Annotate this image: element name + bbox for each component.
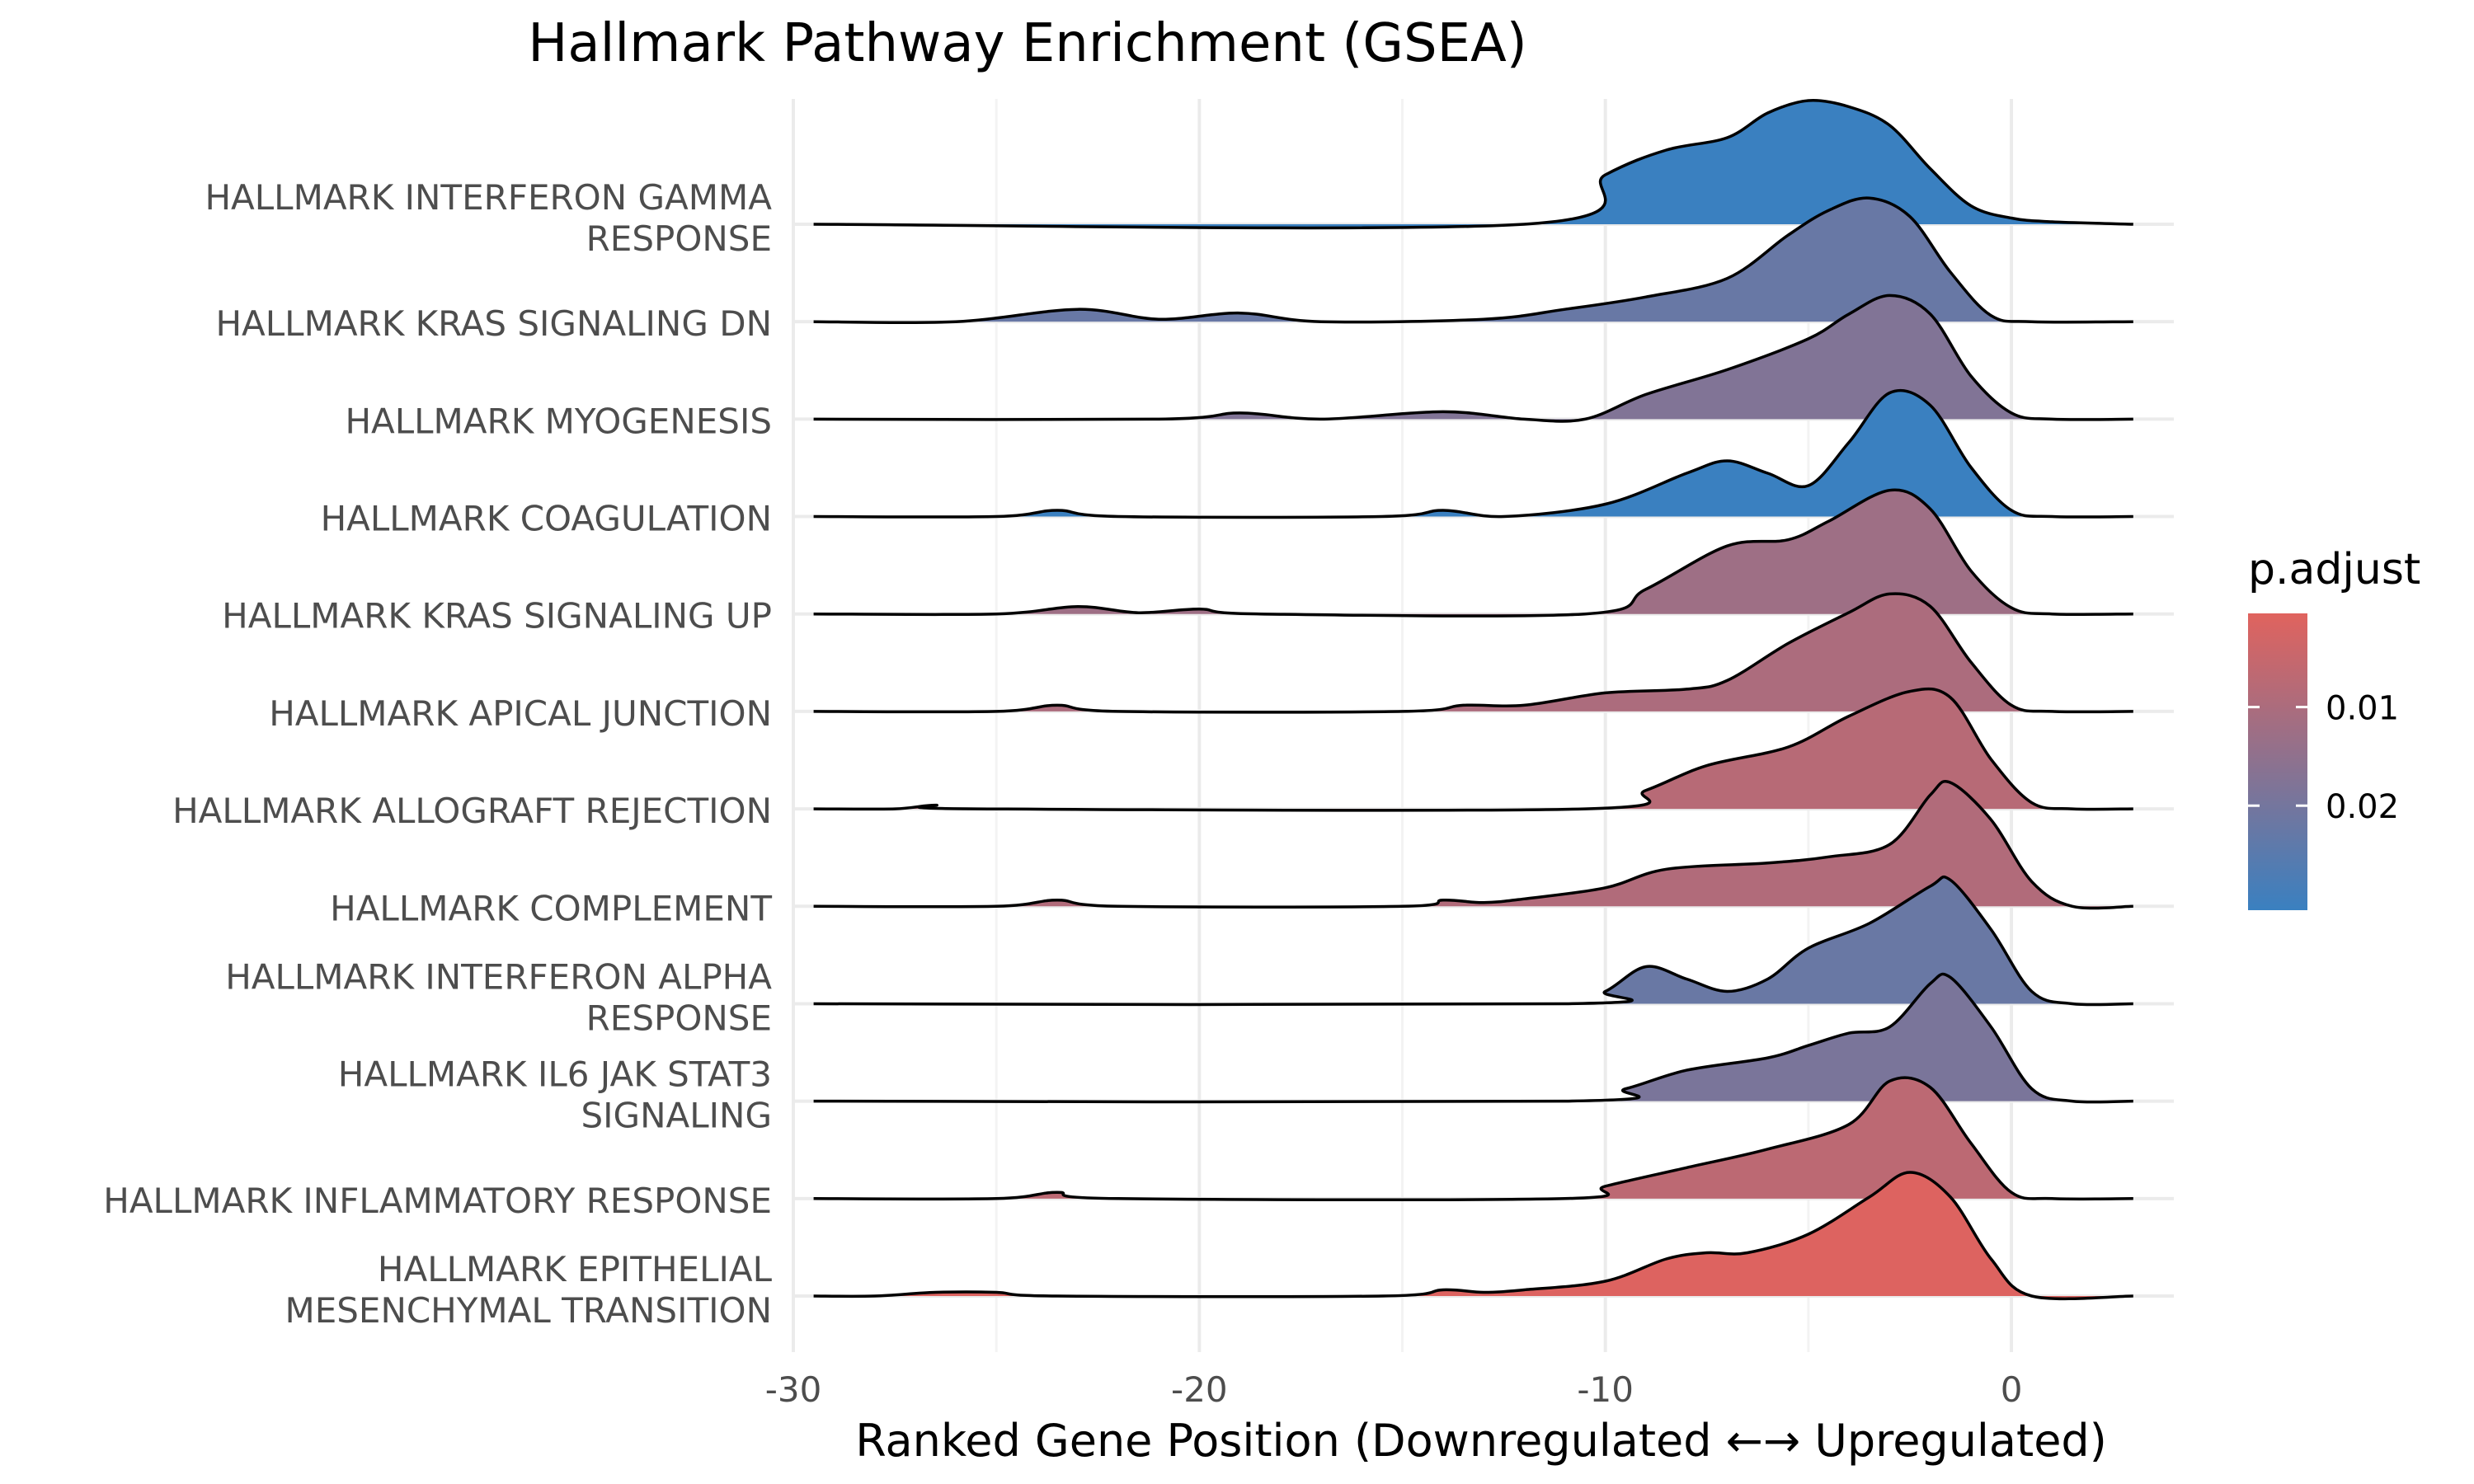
x-axis-title: Ranked Gene Position (Downregulated ←→ U… <box>855 1415 2107 1467</box>
y-axis-label: HALLMARK KRAS SIGNALING DN <box>215 303 772 344</box>
y-axis-label: SIGNALING <box>581 1096 773 1136</box>
y-axis-labels: HALLMARK INTERFERON GAMMARESPONSEHALLMAR… <box>103 177 772 1331</box>
x-tick-label: 0 <box>2001 1369 2023 1410</box>
ridge-outline <box>813 196 2133 325</box>
y-axis-label: HALLMARK INTERFERON GAMMA <box>205 177 772 218</box>
ridges <box>813 99 2133 1301</box>
y-axis-label: HALLMARK COAGULATION <box>321 499 772 539</box>
legend: p.adjust 0.01 0.02 <box>2248 545 2420 910</box>
ridge-outline <box>813 1076 2133 1202</box>
y-axis-label: HALLMARK KRAS SIGNALING UP <box>222 596 772 636</box>
ridge-area <box>813 876 2133 1005</box>
x-axis-ticks: -30 -20 -10 0 <box>765 1369 2023 1410</box>
y-axis-label: MESENCHYMAL TRANSITION <box>285 1290 772 1331</box>
legend-tick-label: 0.01 <box>2326 690 2399 728</box>
y-axis-label: HALLMARK COMPLEMENT <box>330 888 772 928</box>
ridge-area <box>813 781 2133 909</box>
ridge-outline <box>813 388 2133 519</box>
ridge-area <box>813 490 2133 617</box>
ridge-area <box>813 198 2133 323</box>
y-axis-label: HALLMARK EPITHELIAL <box>378 1249 773 1289</box>
y-axis-label: RESPONSE <box>586 998 772 1039</box>
legend-colorbar <box>2248 613 2307 910</box>
ridge-area <box>813 688 2133 810</box>
ridge-area <box>813 594 2133 712</box>
chart-title: Hallmark Pathway Enrichment (GSEA) <box>528 13 1527 74</box>
ridge-area <box>813 1172 2133 1299</box>
y-axis-label: HALLMARK INTERFERON ALPHA <box>225 957 772 998</box>
y-axis-label: RESPONSE <box>586 218 772 259</box>
y-axis-label: HALLMARK APICAL JUNCTION <box>269 693 772 734</box>
y-axis-label: HALLMARK ALLOGRAFT REJECTION <box>172 791 772 831</box>
ridge-outline <box>813 687 2133 812</box>
x-tick-label: -10 <box>1577 1369 1634 1410</box>
y-axis-label: HALLMARK IL6 JAK STAT3 <box>338 1054 772 1095</box>
ridge-area <box>813 295 2133 421</box>
ridge-outline <box>813 99 2133 230</box>
ridge-area <box>813 100 2133 228</box>
legend-title: p.adjust <box>2248 545 2420 594</box>
ridge-outline <box>813 972 2133 1104</box>
y-axis-label: HALLMARK INFLAMMATORY RESPONSE <box>103 1181 772 1221</box>
ridge-outline <box>813 592 2133 714</box>
ridge-outline <box>813 294 2133 423</box>
ridge-outline <box>813 1171 2133 1301</box>
ridge-area <box>813 1078 2133 1200</box>
ridge-outline <box>813 875 2133 1007</box>
x-tick-label: -30 <box>765 1369 822 1410</box>
ridge-area <box>813 390 2133 518</box>
legend-ticks: 0.01 0.02 <box>2248 690 2399 826</box>
legend-tick-label: 0.02 <box>2326 788 2399 826</box>
ridge-outline <box>813 488 2133 618</box>
y-axis-label: HALLMARK MYOGENESIS <box>345 401 772 441</box>
ridge-outline <box>813 780 2133 910</box>
ridge-area <box>813 974 2133 1102</box>
x-tick-label: -20 <box>1171 1369 1228 1410</box>
